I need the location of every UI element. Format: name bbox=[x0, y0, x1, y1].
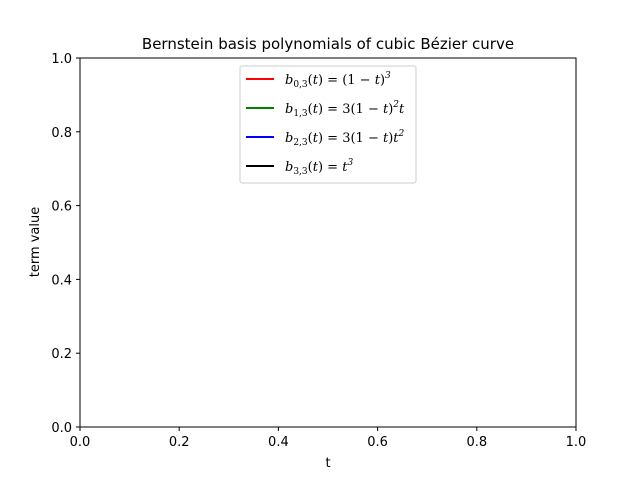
x-axis-ticks: 0.0 0.2 0.4 0.6 0.8 1.0 bbox=[70, 427, 587, 450]
x-axis-label: t bbox=[325, 456, 330, 471]
y-tick-label: 0.6 bbox=[51, 200, 72, 215]
y-tick-label: 0.8 bbox=[51, 126, 72, 141]
x-tick-label: 0.0 bbox=[70, 435, 91, 450]
x-tick-label: 0.4 bbox=[268, 435, 289, 450]
plot-area bbox=[79, 57, 577, 428]
y-axis-label: term value bbox=[28, 207, 43, 278]
y-tick-label: 1.0 bbox=[51, 52, 72, 67]
legend-label-b23: b2,3(t) = 3(1 − t)t2 bbox=[285, 129, 405, 148]
legend-label-b13: b1,3(t) = 3(1 − t)2t bbox=[285, 100, 405, 119]
y-tick-label: 0.0 bbox=[51, 421, 72, 436]
legend: b0,3(t) = (1 − t)3 b1,3(t) = 3(1 − t)2t … bbox=[239, 65, 417, 184]
y-tick-label: 0.4 bbox=[51, 273, 72, 288]
y-axis-ticks: 0.0 0.2 0.4 0.6 0.8 1.0 bbox=[51, 52, 80, 436]
x-tick-label: 0.6 bbox=[367, 435, 388, 450]
y-tick-label: 0.2 bbox=[51, 347, 72, 362]
x-tick-label: 0.2 bbox=[169, 435, 190, 450]
legend-box bbox=[239, 65, 417, 184]
x-tick-label: 0.8 bbox=[466, 435, 487, 450]
x-tick-label: 1.0 bbox=[566, 435, 587, 450]
legend-label-b03: b0,3(t) = (1 − t)3 bbox=[285, 71, 391, 90]
axes-frame bbox=[79, 57, 577, 428]
chart-title: Bernstein basis polynomials of cubic Béz… bbox=[142, 35, 514, 53]
